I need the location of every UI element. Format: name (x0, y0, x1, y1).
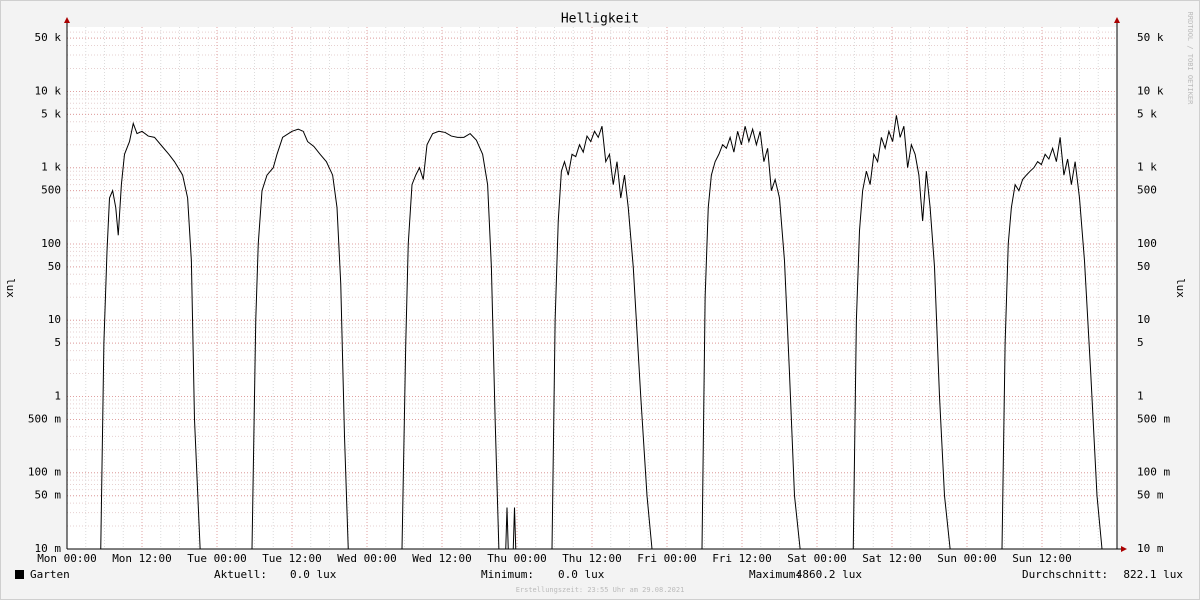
x-tick-label: Sat 12:00 (862, 552, 922, 565)
x-tick-label: Thu 00:00 (487, 552, 547, 565)
stat-label: Aktuell: (214, 568, 267, 581)
y2-tick-label: 50 k (1137, 31, 1164, 44)
x-tick-label: Sun 00:00 (937, 552, 997, 565)
x-tick-label: Fri 00:00 (637, 552, 697, 565)
y-tick-label: 10 (48, 313, 61, 326)
y-tick-label: 100 m (28, 466, 61, 479)
line (100, 115, 1103, 550)
y2-tick-label: 100 m (1137, 466, 1170, 479)
y-tick-label: 1 k (41, 161, 61, 174)
watermark: RRDTOOL / TOBI OETIKER (1186, 12, 1194, 106)
y2-tick-label: 10 k (1137, 84, 1164, 97)
x-tick-label: Thu 12:00 (562, 552, 622, 565)
y-tick-label: 1 (54, 389, 61, 402)
stat-label: Minimum: (481, 568, 534, 581)
y-tick-label: 50 k (35, 31, 62, 44)
x-tick-label: Wed 12:00 (412, 552, 472, 565)
stat-value: 822.1 lux (1123, 568, 1183, 581)
y-tick-label: 5 (54, 336, 61, 349)
y2-axis-label: lux (1174, 278, 1187, 298)
axis-arrow (1114, 17, 1120, 23)
x-tick-label: Sun 12:00 (1012, 552, 1072, 565)
footer: Erstellungszeit: 23:55 Uhr am 29.08.2021 (516, 586, 685, 594)
y2-tick-label: 10 (1137, 313, 1150, 326)
x-tick-label: Tue 00:00 (187, 552, 247, 565)
y2-tick-label: 10 m (1137, 542, 1164, 555)
y-tick-label: 5 k (41, 107, 61, 120)
y-tick-label: 500 m (28, 412, 61, 425)
stat-label: Durchschnitt: (1022, 568, 1108, 581)
y2-tick-label: 50 (1137, 260, 1150, 273)
y2-tick-label: 500 (1137, 184, 1157, 197)
stat-value: 0.0 lux (558, 568, 605, 581)
x-tick-label: Mon 12:00 (112, 552, 172, 565)
legend-swatch (15, 570, 24, 579)
chart-title: Helligkeit (561, 12, 639, 27)
y-tick-label: 500 (41, 184, 61, 197)
x-tick-label: Tue 12:00 (262, 552, 322, 565)
y2-tick-label: 5 k (1137, 107, 1157, 120)
y-tick-label: 50 (48, 260, 61, 273)
x-tick-label: Fri 12:00 (712, 552, 772, 565)
y-tick-label: 50 m (35, 489, 62, 502)
x-tick-label: Wed 00:00 (337, 552, 397, 565)
y-tick-label: 10 k (35, 84, 62, 97)
axis-arrow (1121, 546, 1127, 552)
y2-tick-label: 100 (1137, 237, 1157, 250)
y2-tick-label: 5 (1137, 336, 1144, 349)
stat-label: Maximum: (749, 568, 802, 581)
y2-tick-label: 1 (1137, 389, 1144, 402)
legend-label: Garten (30, 568, 70, 581)
y-axis-label: lux (4, 278, 17, 298)
y2-tick-label: 500 m (1137, 412, 1170, 425)
stat-value: 0.0 lux (290, 568, 337, 581)
y-tick-label: 100 (41, 237, 61, 250)
x-tick-label: Sat 00:00 (787, 552, 847, 565)
y-tick-label: 10 m (35, 542, 62, 555)
y2-tick-label: 1 k (1137, 161, 1157, 174)
stat-value: 4860.2 lux (796, 568, 863, 581)
axis-arrow (64, 17, 70, 23)
x-tick-label: Mon 00:00 (37, 552, 97, 565)
y2-tick-label: 50 m (1137, 489, 1164, 502)
